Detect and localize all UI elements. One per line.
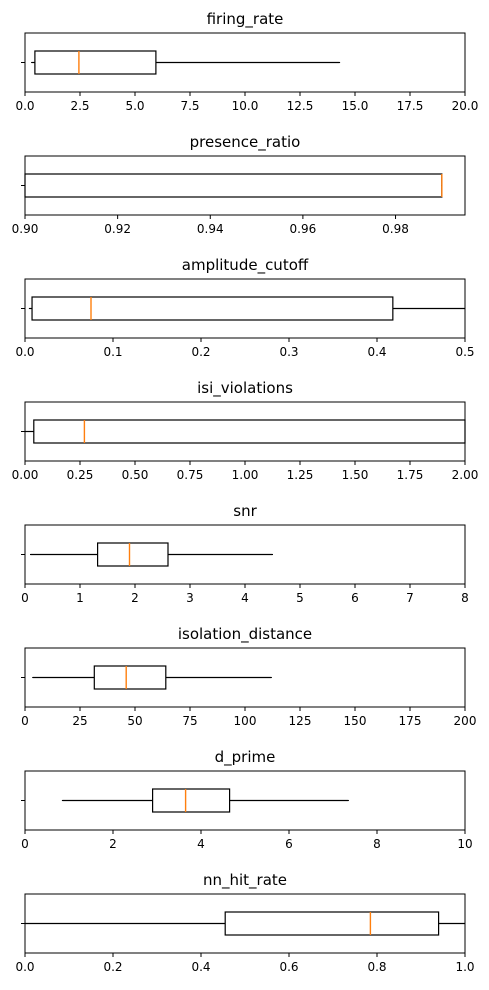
x-tick-label: 7 [406,591,414,605]
x-tick-label: 200 [454,714,477,728]
x-tick-label: 8 [461,591,469,605]
x-tick-label: 0.4 [191,960,210,974]
x-tick-label: 8 [373,837,381,851]
subplot-firing_rate: firing_rate 0.0 2.5 5.0 7.5 10.0 12.5 15.0 17.5 2… [15,10,478,113]
x-tick-label: 1 [76,591,84,605]
iqr-box [34,50,157,75]
subplot-d_prime: d_prime 0 2 4 6 8 10 [21,748,473,851]
x-tick-label: 10.0 [232,99,259,113]
x-tick-label: 2.00 [452,468,479,482]
subplot-title: isi_violations [197,379,293,398]
x-tick-label: 2.5 [70,99,89,113]
x-tick-label: 5.0 [125,99,144,113]
iqr-box [152,788,231,813]
axes-frame [24,401,466,462]
x-tick-label: 2 [131,591,139,605]
x-tick-label: 3 [186,591,194,605]
x-tick-label: 0.25 [67,468,94,482]
subplot-amplitude_cutoff: amplitude_cutoff 0.0 0.1 0.2 0.3 0.4 0.5 [15,256,474,359]
x-tick-label: 0.3 [279,345,298,359]
x-tick-label: 0.6 [279,960,298,974]
x-tick-label: 0.4 [367,345,386,359]
subplot-title: d_prime [215,748,276,767]
x-tick-label: 6 [351,591,359,605]
subplot-snr: snr 0 1 2 3 4 5 6 7 8 [21,502,469,605]
x-tick-label: 0.0 [15,960,34,974]
x-tick-label: 0.98 [382,222,409,236]
x-tick-label: 5 [296,591,304,605]
subplot-title: amplitude_cutoff [182,256,309,275]
x-tick-label: 0.50 [122,468,149,482]
x-tick-label: 15.0 [342,99,369,113]
x-tick-label: 1.00 [232,468,259,482]
x-tick-label: 1.50 [342,468,369,482]
x-tick-label: 1.0 [455,960,474,974]
x-tick-label: 150 [344,714,367,728]
iqr-box [224,911,440,936]
x-tick-label: 0.8 [367,960,386,974]
x-tick-label: 12.5 [287,99,314,113]
iqr-box [33,419,466,444]
x-tick-label: 4 [241,591,249,605]
x-tick-label: 0.00 [12,468,39,482]
x-tick-label: 0.96 [290,222,317,236]
x-tick-label: 0 [21,837,29,851]
x-tick-label: 20.0 [452,99,479,113]
x-tick-label: 0.94 [197,222,224,236]
subplot-title: isolation_distance [178,625,312,644]
axes-frame [24,155,466,216]
x-tick-label: 50 [127,714,142,728]
x-tick-label: 0.1 [103,345,122,359]
x-tick-label: 100 [234,714,257,728]
iqr-box [96,542,169,567]
x-tick-label: 25 [72,714,87,728]
x-tick-label: 0.0 [15,99,34,113]
subplot-isolation_distance: isolation_distance 0 25 50 75 100 125 150 175 200 [21,625,476,728]
x-tick-label: 2 [109,837,117,851]
subplot-nn_hit_rate: nn_hit_rate 0.0 0.2 0.4 0.6 0.8 1.0 [15,871,474,974]
x-tick-label: 175 [399,714,422,728]
iqr-box [24,173,443,198]
x-tick-label: 0.92 [104,222,131,236]
x-tick-label: 0.90 [12,222,39,236]
subplot-isi_violations: isi_violations 0.00 0.25 0.50 0.75 1.00 1.25 1.… [12,379,479,482]
x-tick-label: 1.75 [397,468,424,482]
x-tick-label: 17.5 [397,99,424,113]
x-tick-label: 1.25 [287,468,314,482]
x-tick-label: 0.2 [103,960,122,974]
x-tick-label: 0 [21,591,29,605]
subplot-title: snr [233,502,257,520]
iqr-box [31,296,394,321]
x-tick-label: 0.2 [191,345,210,359]
x-tick-label: 7.5 [180,99,199,113]
iqr-box [93,665,167,690]
x-tick-label: 0.5 [455,345,474,359]
x-tick-label: 4 [197,837,205,851]
x-tick-label: 0.75 [177,468,204,482]
subplot-title: presence_ratio [190,133,301,152]
subplot-title: firing_rate [207,10,284,29]
subplot-presence_ratio: presence_ratio 0.90 0.92 0.94 0.96 0.98 [12,133,466,236]
x-tick-label: 6 [285,837,293,851]
x-tick-label: 75 [182,714,197,728]
x-tick-label: 0 [21,714,29,728]
x-tick-label: 0.0 [15,345,34,359]
x-tick-label: 125 [289,714,312,728]
x-tick-label: 10 [457,837,472,851]
subplot-title: nn_hit_rate [203,871,287,890]
